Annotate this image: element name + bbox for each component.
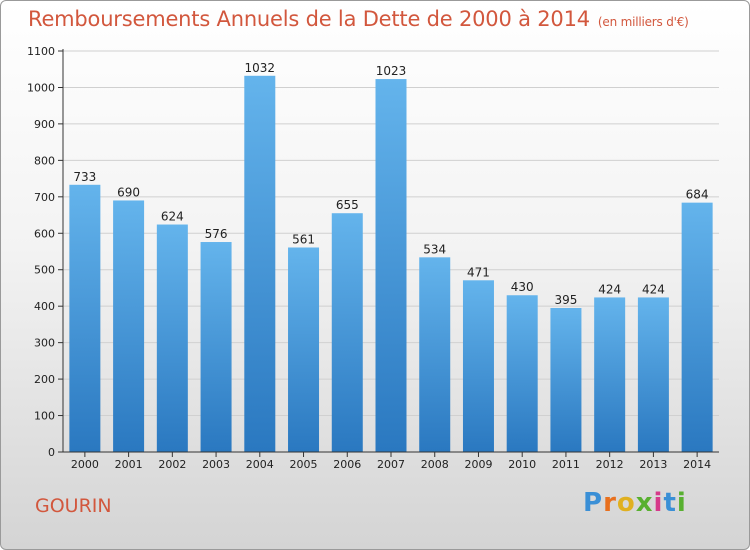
commune-name: GOURIN [35, 495, 112, 517]
bar-2002 [156, 224, 188, 452]
bar-2012 [594, 297, 626, 452]
y-tick-label: 500 [34, 264, 55, 277]
chart-title: Remboursements Annuels de la Dette de 20… [28, 7, 689, 31]
value-label: 690 [117, 185, 140, 199]
bar-2006 [331, 213, 363, 452]
y-tick-label: 900 [34, 118, 55, 131]
value-label: 1032 [245, 61, 276, 75]
x-tick-label: 2014 [683, 458, 711, 471]
y-tick-label: 300 [34, 337, 55, 350]
value-label: 655 [336, 198, 359, 212]
y-tick-label: 600 [34, 227, 55, 240]
value-label: 424 [642, 282, 665, 296]
x-tick-label: 2013 [639, 458, 667, 471]
x-tick-label: 2012 [596, 458, 624, 471]
x-tick-label: 2005 [290, 458, 318, 471]
chart-subtitle: (en milliers d'€) [597, 15, 689, 29]
x-tick-label: 2008 [421, 458, 449, 471]
bar-2004 [244, 75, 276, 452]
bar-2011 [550, 308, 582, 452]
x-tick-label: 2002 [158, 458, 186, 471]
x-tick-label: 2010 [508, 458, 536, 471]
y-tick-label: 1100 [27, 45, 55, 58]
x-tick-label: 2004 [246, 458, 274, 471]
bar-2007 [375, 79, 407, 452]
x-tick-label: 2009 [464, 458, 492, 471]
logo-letter: t [663, 488, 677, 518]
y-tick-label: 100 [34, 410, 55, 423]
bar-2003 [200, 242, 232, 452]
x-tick-label: 2003 [202, 458, 230, 471]
chart-title-text: Remboursements Annuels de la Dette de 20… [28, 7, 590, 31]
logo-letter: o [616, 488, 636, 518]
x-tick-label: 2001 [115, 458, 143, 471]
logo-letter: P [583, 488, 604, 518]
value-label: 1023 [376, 64, 407, 78]
value-label: 424 [598, 282, 621, 296]
logo-letter: i [676, 488, 687, 518]
bar-2009 [462, 280, 494, 452]
bars [69, 75, 713, 452]
labels: 0 100 200 300 400 500 600 700 800 900 1000 1100 733 2… [27, 45, 711, 471]
y-tick-label: 200 [34, 373, 55, 386]
bar-2013 [637, 297, 669, 452]
value-label: 733 [73, 170, 96, 184]
bar-2000 [69, 184, 101, 452]
y-tick-label: 700 [34, 191, 55, 204]
axes [58, 49, 719, 457]
value-label: 561 [292, 232, 315, 246]
proxiti-logo: Proxiti [583, 488, 687, 518]
logo-letter: r [603, 488, 617, 518]
value-label: 576 [205, 227, 228, 241]
y-tick-label: 1000 [27, 81, 55, 94]
bar-2005 [288, 247, 320, 452]
x-tick-label: 2011 [552, 458, 580, 471]
logo-letter: x [635, 488, 654, 518]
value-label: 395 [554, 293, 577, 307]
value-label: 624 [161, 210, 184, 224]
logo-letter: i [653, 488, 664, 518]
x-tick-label: 2000 [71, 458, 99, 471]
y-tick-label: 800 [34, 154, 55, 167]
bar-2001 [113, 200, 145, 452]
x-tick-label: 2006 [333, 458, 361, 471]
value-label: 534 [423, 242, 446, 256]
y-tick-label: 0 [48, 446, 55, 459]
bar-2014 [681, 202, 713, 452]
y-tick-label: 400 [34, 300, 55, 313]
value-label: 430 [511, 280, 534, 294]
x-tick-label: 2007 [377, 458, 405, 471]
bar-2010 [506, 295, 538, 452]
value-label: 471 [467, 265, 490, 279]
value-label: 684 [686, 188, 709, 202]
bar-2008 [419, 257, 451, 452]
